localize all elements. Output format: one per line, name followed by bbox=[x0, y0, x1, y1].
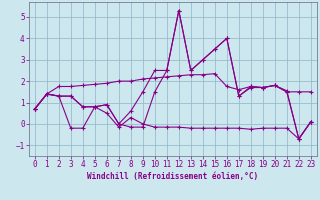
X-axis label: Windchill (Refroidissement éolien,°C): Windchill (Refroidissement éolien,°C) bbox=[87, 172, 258, 181]
